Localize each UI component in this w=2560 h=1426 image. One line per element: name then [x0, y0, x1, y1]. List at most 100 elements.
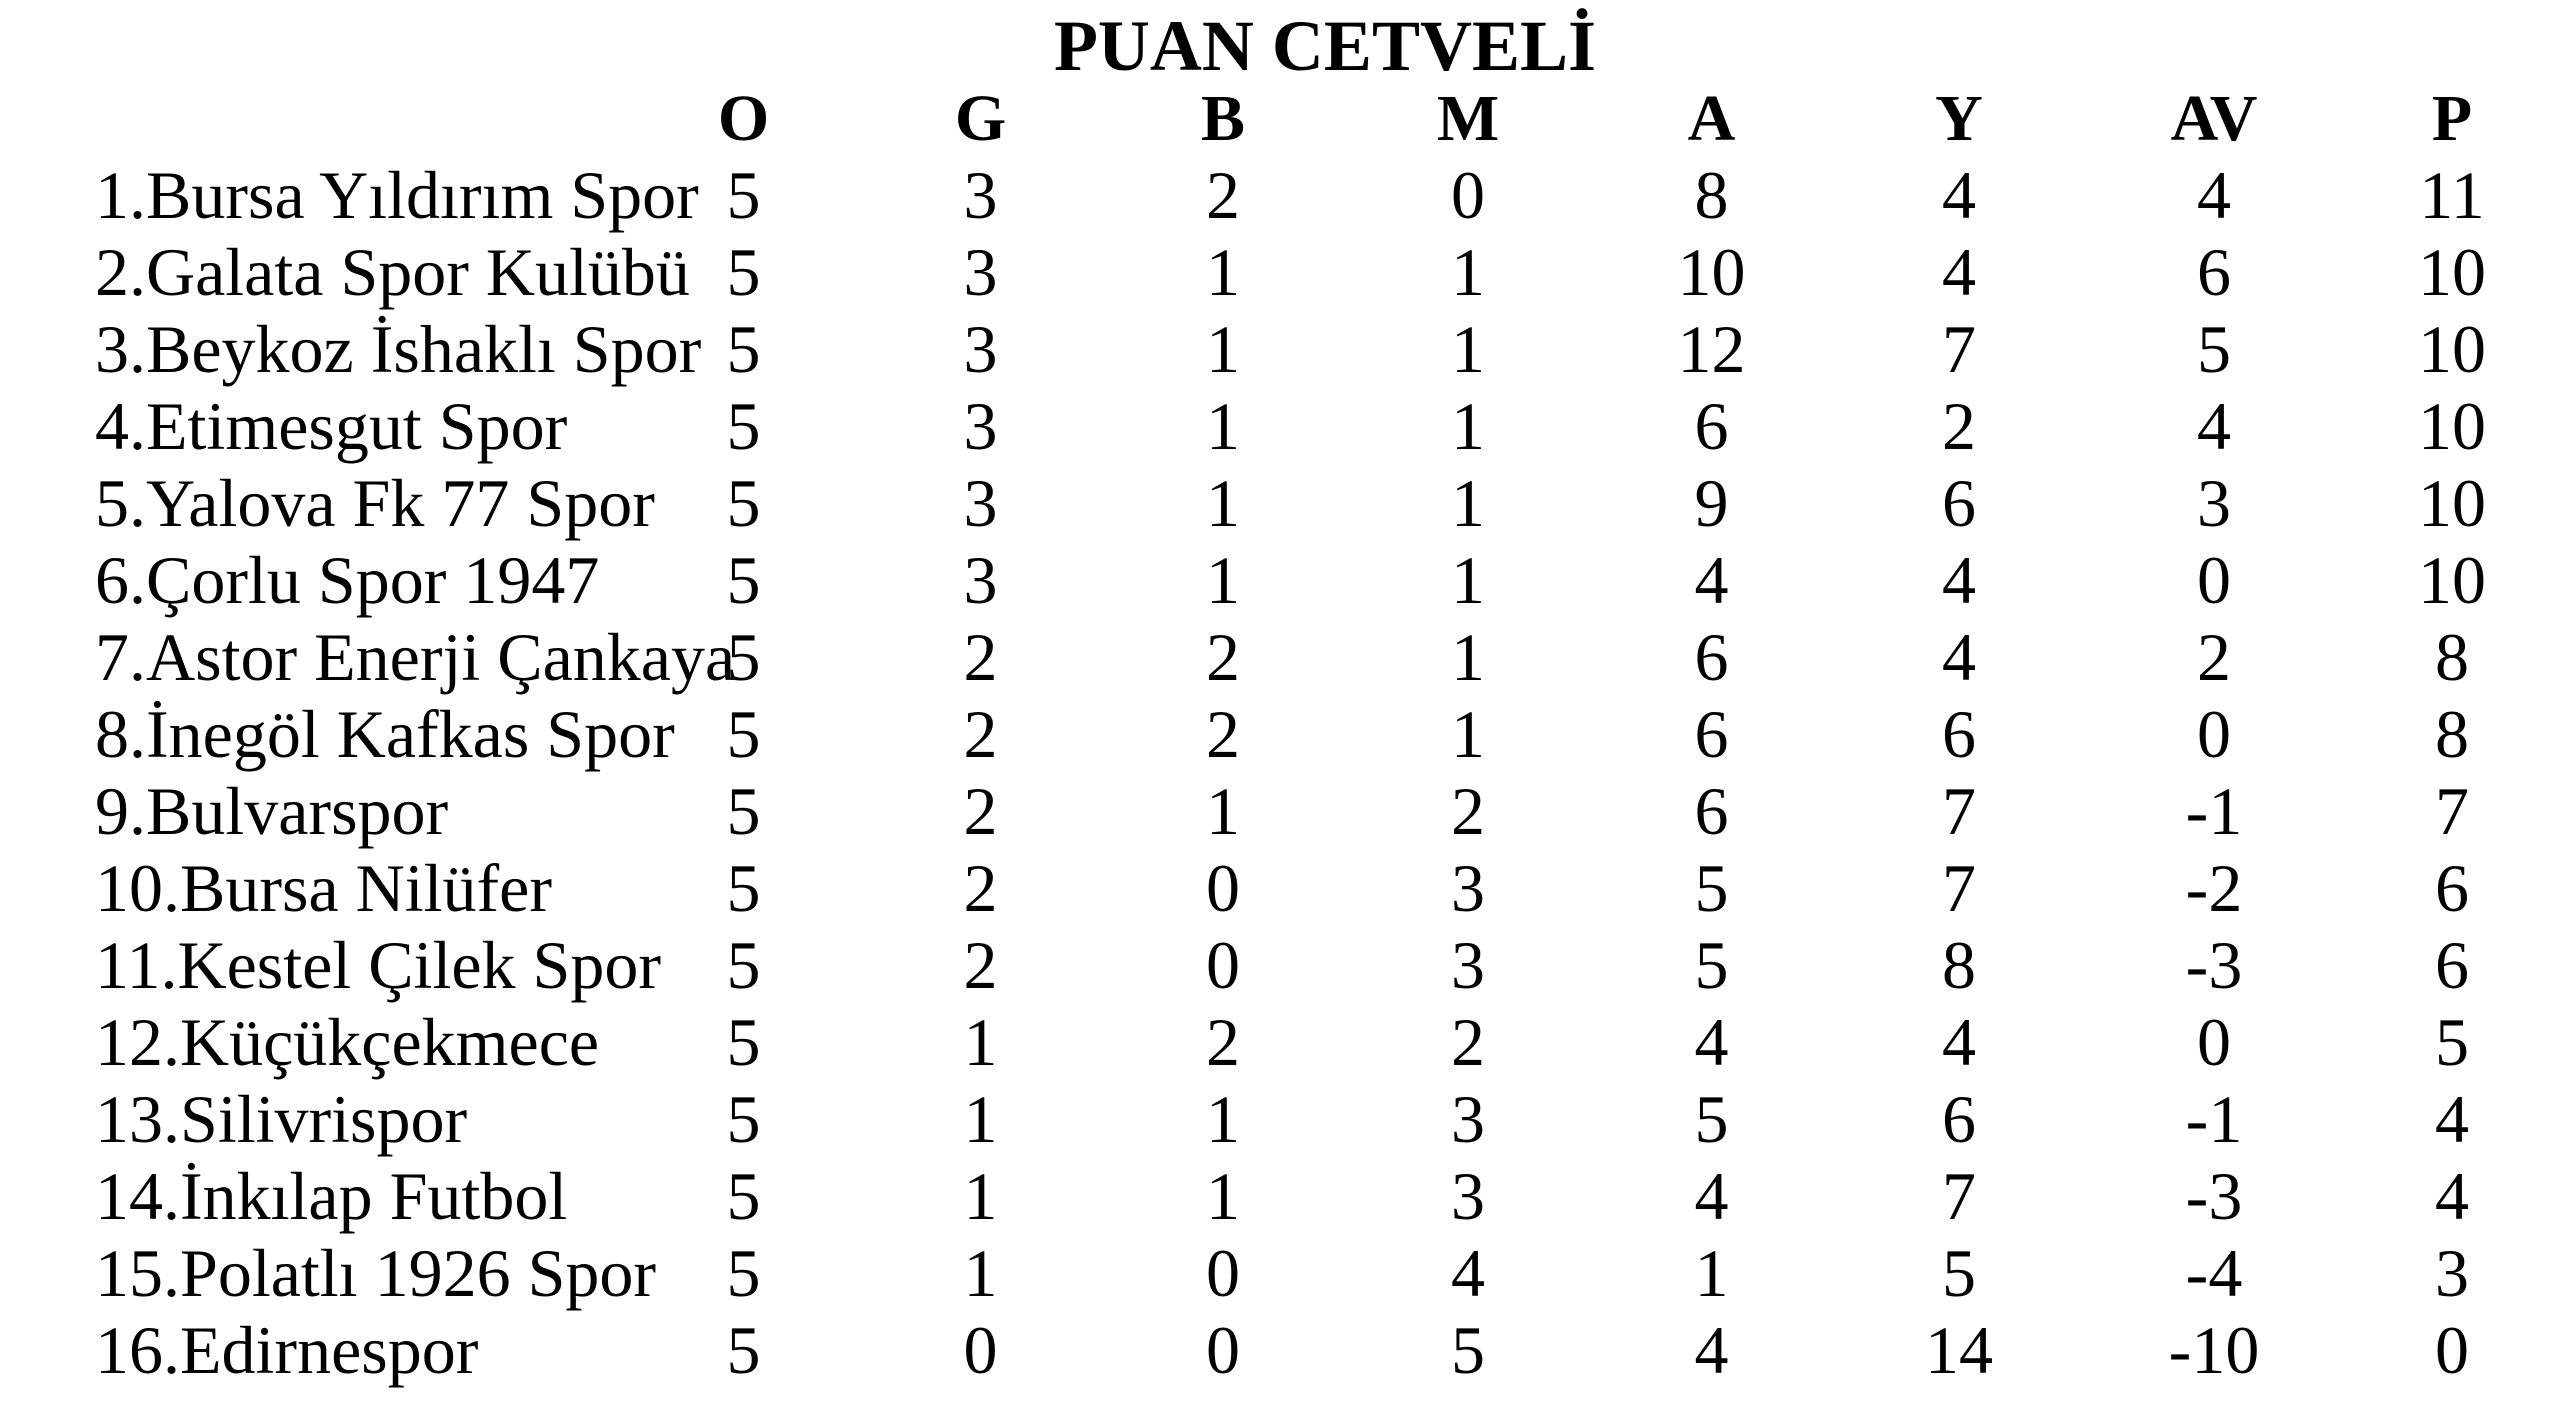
table-row: 7.Astor Enerji Çankaya 5 2 2 1 6 4 2 8: [0, 619, 2560, 696]
table-row: 10.Bursa Nilüfer 5 2 0 3 5 7 -2 6: [0, 850, 2560, 927]
stat-cell-b: 1: [1206, 465, 1240, 541]
stat-cell-p: 6: [2435, 850, 2469, 926]
stat-cell-a: 6: [1694, 619, 1729, 695]
stat-cell-y: 7: [1942, 1158, 1976, 1234]
stat-cell-av: -1: [2185, 1081, 2243, 1157]
stat-cell-y: 6: [1942, 696, 1976, 772]
stat-cell-o: 5: [726, 465, 761, 541]
stat-cell-o: 5: [726, 1235, 761, 1311]
stat-cell-b: 1: [1206, 542, 1240, 618]
stat-cell-o: 5: [726, 696, 761, 772]
stat-cell-g: 2: [963, 696, 998, 772]
stat-cell-y: 8: [1942, 927, 1976, 1003]
stat-cell-b: 2: [1206, 157, 1240, 233]
stat-cell-p: 10: [2418, 234, 2486, 310]
table-row: 16.Edirnespor 5 0 0 5 4 14 -10 0: [0, 1312, 2560, 1389]
standings-table: O G B M A Y AV P 1.Bursa Yıldırım Spor 5 3 2 0 8 4 4 11…: [0, 80, 2560, 1389]
stat-cell-b: 2: [1206, 619, 1240, 695]
team-name-cell: 6.Çorlu Spor 1947: [95, 542, 600, 618]
team-name-cell: 12.Küçükçekmece: [95, 1004, 600, 1080]
stat-cell-y: 6: [1942, 465, 1976, 541]
stat-cell-a: 1: [1694, 1235, 1729, 1311]
table-row: 9.Bulvarspor 5 2 1 2 6 7 -1 7: [0, 773, 2560, 850]
stat-cell-p: 0: [2435, 1312, 2469, 1388]
table-row: 12.Küçükçekmece 5 1 2 2 4 4 0 5: [0, 1004, 2560, 1081]
stat-cell-g: 2: [963, 927, 998, 1003]
stat-cell-o: 5: [726, 927, 761, 1003]
team-name-cell: 15.Polatlı 1926 Spor: [95, 1235, 657, 1311]
stat-cell-g: 3: [963, 465, 998, 541]
stat-cell-o: 5: [726, 157, 761, 233]
stat-cell-p: 3: [2435, 1235, 2469, 1311]
stat-cell-a: 5: [1694, 927, 1729, 1003]
team-name-cell: 14.İnkılap Futbol: [95, 1158, 568, 1234]
standings-body: 1.Bursa Yıldırım Spor 5 3 2 0 8 4 4 11 2.Galata S…: [0, 157, 2560, 1389]
stat-cell-av: 4: [2197, 157, 2231, 233]
stat-cell-o: 5: [726, 234, 761, 310]
stat-cell-a: 6: [1694, 696, 1729, 772]
stat-cell-av: 3: [2197, 465, 2231, 541]
table-row: 11.Kestel Çilek Spor 5 2 0 3 5 8 -3 6: [0, 927, 2560, 1004]
team-name-cell: 13.Silivrispor: [95, 1081, 468, 1157]
stat-cell-a: 12: [1677, 311, 1746, 387]
stat-cell-av: -10: [2168, 1312, 2260, 1388]
stat-cell-o: 5: [726, 311, 761, 387]
stat-cell-p: 10: [2418, 542, 2486, 618]
stat-cell-o: 5: [726, 1004, 761, 1080]
stat-cell-a: 4: [1694, 1158, 1729, 1234]
stat-cell-y: 7: [1942, 773, 1976, 849]
table-row: 1.Bursa Yıldırım Spor 5 3 2 0 8 4 4 11: [0, 157, 2560, 234]
stat-cell-m: 4: [1451, 1235, 1485, 1311]
stat-cell-p: 5: [2435, 1004, 2469, 1080]
stat-cell-m: 3: [1451, 927, 1485, 1003]
stat-cell-a: 5: [1694, 850, 1729, 926]
stat-cell-a: 8: [1694, 157, 1729, 233]
team-name-cell: 4.Etimesgut Spor: [95, 388, 568, 464]
stat-cell-a: 10: [1677, 234, 1746, 310]
stat-cell-o: 5: [726, 773, 761, 849]
stat-cell-b: 0: [1206, 927, 1240, 1003]
stat-cell-av: 0: [2197, 542, 2231, 618]
stat-cell-a: 5: [1694, 1081, 1729, 1157]
stat-cell-a: 4: [1694, 542, 1729, 618]
stat-cell-g: 1: [963, 1004, 998, 1080]
stat-cell-b: 1: [1206, 1158, 1240, 1234]
column-header-p: P: [2431, 82, 2473, 155]
stat-cell-b: 1: [1206, 773, 1240, 849]
stat-cell-m: 1: [1451, 388, 1485, 464]
stat-cell-p: 4: [2435, 1081, 2469, 1157]
stat-cell-a: 6: [1694, 388, 1729, 464]
table-row: 4.Etimesgut Spor 5 3 1 1 6 2 4 10: [0, 388, 2560, 465]
column-header-a: A: [1687, 82, 1736, 155]
stat-cell-g: 0: [963, 1312, 998, 1388]
stat-cell-o: 5: [726, 1081, 761, 1157]
stat-cell-m: 1: [1451, 696, 1485, 772]
stat-cell-g: 1: [963, 1158, 998, 1234]
stat-cell-m: 3: [1451, 1158, 1485, 1234]
stat-cell-m: 1: [1451, 311, 1485, 387]
team-name-cell: 16.Edirnespor: [95, 1312, 479, 1388]
stat-cell-a: 6: [1694, 773, 1729, 849]
stat-cell-av: 0: [2197, 1004, 2231, 1080]
stat-cell-y: 4: [1942, 619, 1976, 695]
team-name-cell: 9.Bulvarspor: [95, 773, 449, 849]
stat-cell-g: 3: [963, 157, 998, 233]
stat-cell-a: 4: [1694, 1004, 1729, 1080]
stat-cell-av: -4: [2185, 1235, 2243, 1311]
stat-cell-b: 2: [1206, 696, 1240, 772]
team-name-cell: 2.Galata Spor Kulübü: [95, 234, 690, 310]
column-header-b: B: [1200, 82, 1246, 155]
stat-cell-m: 1: [1451, 465, 1485, 541]
stat-cell-m: 2: [1451, 1004, 1485, 1080]
stat-cell-p: 4: [2435, 1158, 2469, 1234]
stat-cell-av: 4: [2197, 388, 2231, 464]
page-title: PUAN CETVELİ: [1053, 6, 1597, 86]
table-row: 14.İnkılap Futbol 5 1 1 3 4 7 -3 4: [0, 1158, 2560, 1235]
stat-cell-m: 1: [1451, 542, 1485, 618]
stat-cell-av: 2: [2197, 619, 2231, 695]
stat-cell-b: 0: [1206, 1235, 1240, 1311]
header-row: O G B M A Y AV P: [0, 80, 2560, 157]
stat-cell-b: 1: [1206, 388, 1240, 464]
stat-cell-y: 2: [1942, 388, 1976, 464]
stat-cell-b: 0: [1206, 850, 1240, 926]
